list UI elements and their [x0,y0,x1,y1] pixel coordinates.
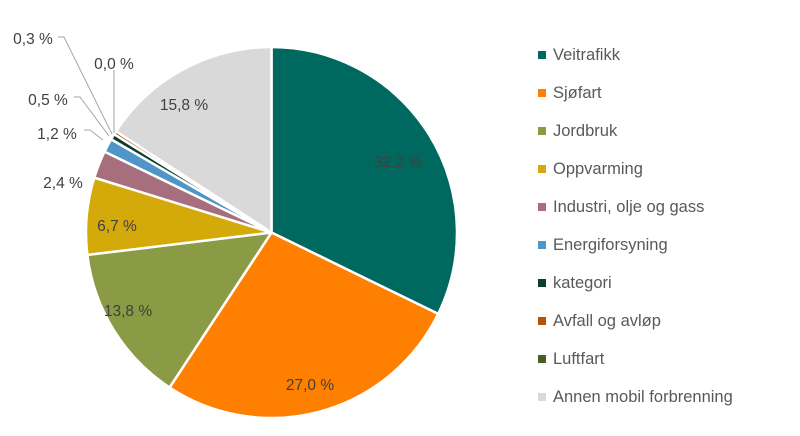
pie-slice [86,231,273,389]
legend-swatch-icon [538,241,546,249]
leader-line [84,129,104,141]
data-label: 1,2 % [37,126,77,143]
legend-swatch-icon [538,89,546,97]
legend-label: Industri, olje og gass [553,197,705,216]
legend-item-sjofart: Sjøfart [538,74,733,112]
data-labels: 32,2 % 27,0 % 13,8 % 6,7 % 2,4 % 1,2 % 0,5 % 0,… [13,31,422,394]
legend-swatch-icon [538,51,546,59]
legend-label: kategori [553,273,612,292]
legend-item-jordbruk: Jordbruk [538,112,733,150]
data-label: 0,3 % [13,31,53,48]
legend-swatch-icon [538,203,546,211]
legend-item-oppvarming: Oppvarming [538,150,733,188]
data-label: 0,0 % [94,56,134,73]
legend-item-energiforsyning: Energiforsyning [538,226,733,264]
data-label: 2,4 % [43,175,83,192]
pie-slices [84,45,459,420]
leader-lines [58,36,115,141]
leader-line [74,96,110,137]
legend-swatch-icon [538,127,546,135]
pie-slice [270,45,459,316]
legend-label: Jordbruk [553,121,618,140]
legend-item-veitrafikk: Veitrafikk [538,36,733,74]
data-label: 6,7 % [97,218,137,235]
legend-label: Oppvarming [553,159,643,178]
legend: Veitrafikk Sjøfart Jordbruk Oppvarming I… [538,36,733,416]
data-label: 32,2 % [374,154,422,171]
legend-label: Sjøfart [553,83,602,102]
data-label: 13,8 % [104,303,152,320]
legend-swatch-icon [538,355,546,363]
leader-line [58,36,113,135]
data-label: 0,5 % [28,92,68,109]
legend-item-kategori: kategori [538,264,733,302]
legend-swatch-icon [538,317,546,325]
legend-item-annen-mobil: Annen mobil forbrenning [538,378,733,416]
data-label: 15,8 % [160,97,208,114]
legend-item-luftfart: Luftfart [538,340,733,378]
data-label: 27,0 % [286,377,334,394]
pie-slice [114,45,273,234]
legend-swatch-icon [538,393,546,401]
pie-slice [168,231,440,420]
legend-item-avfall: Avfall og avløp [538,302,733,340]
legend-label: Annen mobil forbrenning [553,387,733,406]
legend-swatch-icon [538,165,546,173]
legend-item-industri: Industri, olje og gass [538,188,733,226]
legend-label: Veitrafikk [553,45,620,64]
legend-swatch-icon [538,279,546,287]
legend-label: Luftfart [553,349,605,368]
legend-label: Energiforsyning [553,235,668,254]
legend-label: Avfall og avløp [553,311,661,330]
